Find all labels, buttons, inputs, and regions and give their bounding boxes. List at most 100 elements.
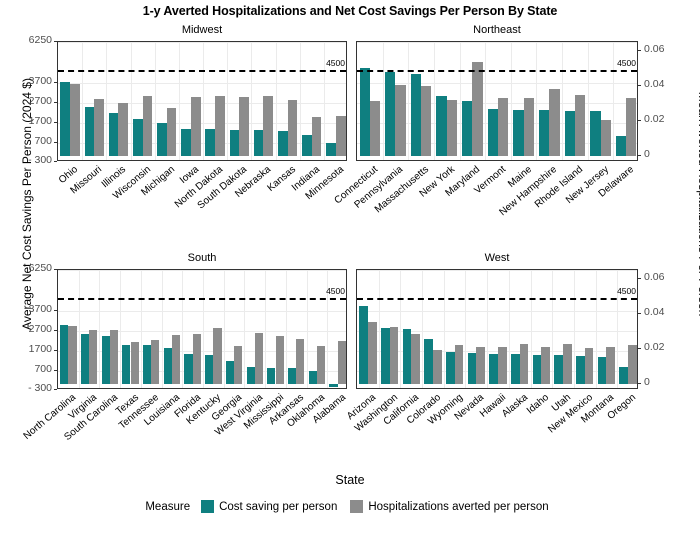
bar-cost-saving[interactable] xyxy=(445,352,455,385)
bar-hosp-averted[interactable] xyxy=(275,336,284,385)
bar-cost-saving[interactable] xyxy=(157,122,167,157)
bar-hosp-averted[interactable] xyxy=(606,346,616,385)
legend-item-hosp-averted[interactable]: Hospitalizations averted per person xyxy=(350,500,549,513)
bar-cost-saving[interactable] xyxy=(132,119,143,157)
bar-hosp-averted[interactable] xyxy=(142,95,153,157)
bar-cost-saving[interactable] xyxy=(554,355,564,385)
bar-hosp-averted[interactable] xyxy=(432,350,442,385)
bar-hosp-averted[interactable] xyxy=(109,329,119,385)
bar-hosp-averted[interactable] xyxy=(263,95,274,157)
bar-hosp-averted[interactable] xyxy=(626,98,637,157)
bar-cost-saving[interactable] xyxy=(246,367,255,385)
bar-hosp-averted[interactable] xyxy=(234,345,243,385)
bar-hosp-averted[interactable] xyxy=(70,83,80,157)
bar-cost-saving[interactable] xyxy=(329,384,338,388)
bar-cost-saving[interactable] xyxy=(181,128,191,157)
bar-cost-saving[interactable] xyxy=(229,130,240,157)
bar-hosp-averted[interactable] xyxy=(454,344,464,385)
bar-cost-saving[interactable] xyxy=(424,338,433,385)
bar-hosp-averted[interactable] xyxy=(215,95,225,157)
bar-hosp-averted[interactable] xyxy=(287,100,298,157)
bar-hosp-averted[interactable] xyxy=(171,335,181,385)
bar-hosp-averted[interactable] xyxy=(395,85,406,157)
bar-hosp-averted[interactable] xyxy=(421,86,432,157)
bar-hosp-averted[interactable] xyxy=(369,101,381,157)
bar-hosp-averted[interactable] xyxy=(89,329,98,385)
bar-hosp-averted[interactable] xyxy=(523,98,534,157)
bar-cost-saving[interactable] xyxy=(410,73,422,157)
bar-cost-saving[interactable] xyxy=(597,356,607,385)
bar-cost-saving[interactable] xyxy=(385,72,396,157)
bar-hosp-averted[interactable] xyxy=(213,328,222,385)
bar-cost-saving[interactable] xyxy=(122,344,131,385)
bar-hosp-averted[interactable] xyxy=(68,325,77,385)
bar-cost-saving[interactable] xyxy=(308,370,317,385)
bar-cost-saving[interactable] xyxy=(462,101,473,157)
bar-cost-saving[interactable] xyxy=(532,354,542,385)
bar-hosp-averted[interactable] xyxy=(94,99,104,157)
bar-cost-saving[interactable] xyxy=(60,82,71,157)
bar-cost-saving[interactable] xyxy=(142,344,152,385)
bar-cost-saving[interactable] xyxy=(564,110,575,157)
bar-cost-saving[interactable] xyxy=(619,366,629,385)
bar-hosp-averted[interactable] xyxy=(600,120,611,157)
bar-cost-saving[interactable] xyxy=(467,353,477,385)
bar-hosp-averted[interactable] xyxy=(389,327,399,385)
bar-cost-saving[interactable] xyxy=(513,109,524,157)
bar-hosp-averted[interactable] xyxy=(584,348,594,385)
bar-hosp-averted[interactable] xyxy=(541,346,551,385)
bar-cost-saving[interactable] xyxy=(380,327,390,385)
bar-hosp-averted[interactable] xyxy=(192,334,201,385)
bar-cost-saving[interactable] xyxy=(287,368,297,385)
bar-cost-saving[interactable] xyxy=(590,110,601,157)
bar-cost-saving[interactable] xyxy=(101,336,110,385)
bar-hosp-averted[interactable] xyxy=(498,347,507,385)
bar-hosp-averted[interactable] xyxy=(254,333,264,385)
bar-cost-saving[interactable] xyxy=(359,306,368,385)
bar-cost-saving[interactable] xyxy=(436,96,447,157)
bar-hosp-averted[interactable] xyxy=(549,88,560,157)
bar-hosp-averted[interactable] xyxy=(628,344,637,385)
bar-hosp-averted[interactable] xyxy=(296,338,305,385)
bar-hosp-averted[interactable] xyxy=(239,96,249,157)
bar-hosp-averted[interactable] xyxy=(446,100,457,157)
bar-hosp-averted[interactable] xyxy=(367,322,377,385)
bar-hosp-averted[interactable] xyxy=(472,61,483,157)
bar-cost-saving[interactable] xyxy=(253,130,264,157)
bar-cost-saving[interactable] xyxy=(84,107,95,157)
bar-cost-saving[interactable] xyxy=(205,129,216,157)
legend-item-cost-saving[interactable]: Cost saving per person xyxy=(201,500,337,513)
bar-hosp-averted[interactable] xyxy=(311,116,322,157)
bar-hosp-averted[interactable] xyxy=(151,340,160,385)
bar-hosp-averted[interactable] xyxy=(190,96,201,157)
bar-cost-saving[interactable] xyxy=(302,134,312,157)
bar-cost-saving[interactable] xyxy=(487,109,498,157)
bar-hosp-averted[interactable] xyxy=(335,115,346,157)
bar-cost-saving[interactable] xyxy=(359,68,370,157)
bar-hosp-averted[interactable] xyxy=(563,343,572,385)
bar-hosp-averted[interactable] xyxy=(519,343,529,385)
bar-cost-saving[interactable] xyxy=(277,131,288,157)
bar-cost-saving[interactable] xyxy=(615,136,627,157)
bar-cost-saving[interactable] xyxy=(184,354,193,385)
bar-hosp-averted[interactable] xyxy=(130,342,139,385)
bar-hosp-averted[interactable] xyxy=(118,102,129,157)
bar-hosp-averted[interactable] xyxy=(166,108,177,157)
bar-hosp-averted[interactable] xyxy=(337,341,346,385)
bar-hosp-averted[interactable] xyxy=(574,94,586,157)
bar-cost-saving[interactable] xyxy=(108,113,119,157)
bar-cost-saving[interactable] xyxy=(267,368,276,385)
bar-cost-saving[interactable] xyxy=(60,325,69,385)
bar-cost-saving[interactable] xyxy=(576,355,585,385)
bar-cost-saving[interactable] xyxy=(402,328,412,385)
bar-cost-saving[interactable] xyxy=(539,110,550,157)
bar-cost-saving[interactable] xyxy=(511,354,520,385)
bar-hosp-averted[interactable] xyxy=(411,334,420,385)
bar-cost-saving[interactable] xyxy=(80,333,90,385)
bar-cost-saving[interactable] xyxy=(489,354,498,385)
bar-hosp-averted[interactable] xyxy=(316,345,326,385)
bar-hosp-averted[interactable] xyxy=(498,98,509,157)
bar-hosp-averted[interactable] xyxy=(476,346,485,385)
bar-cost-saving[interactable] xyxy=(326,142,336,157)
bar-cost-saving[interactable] xyxy=(225,360,235,385)
